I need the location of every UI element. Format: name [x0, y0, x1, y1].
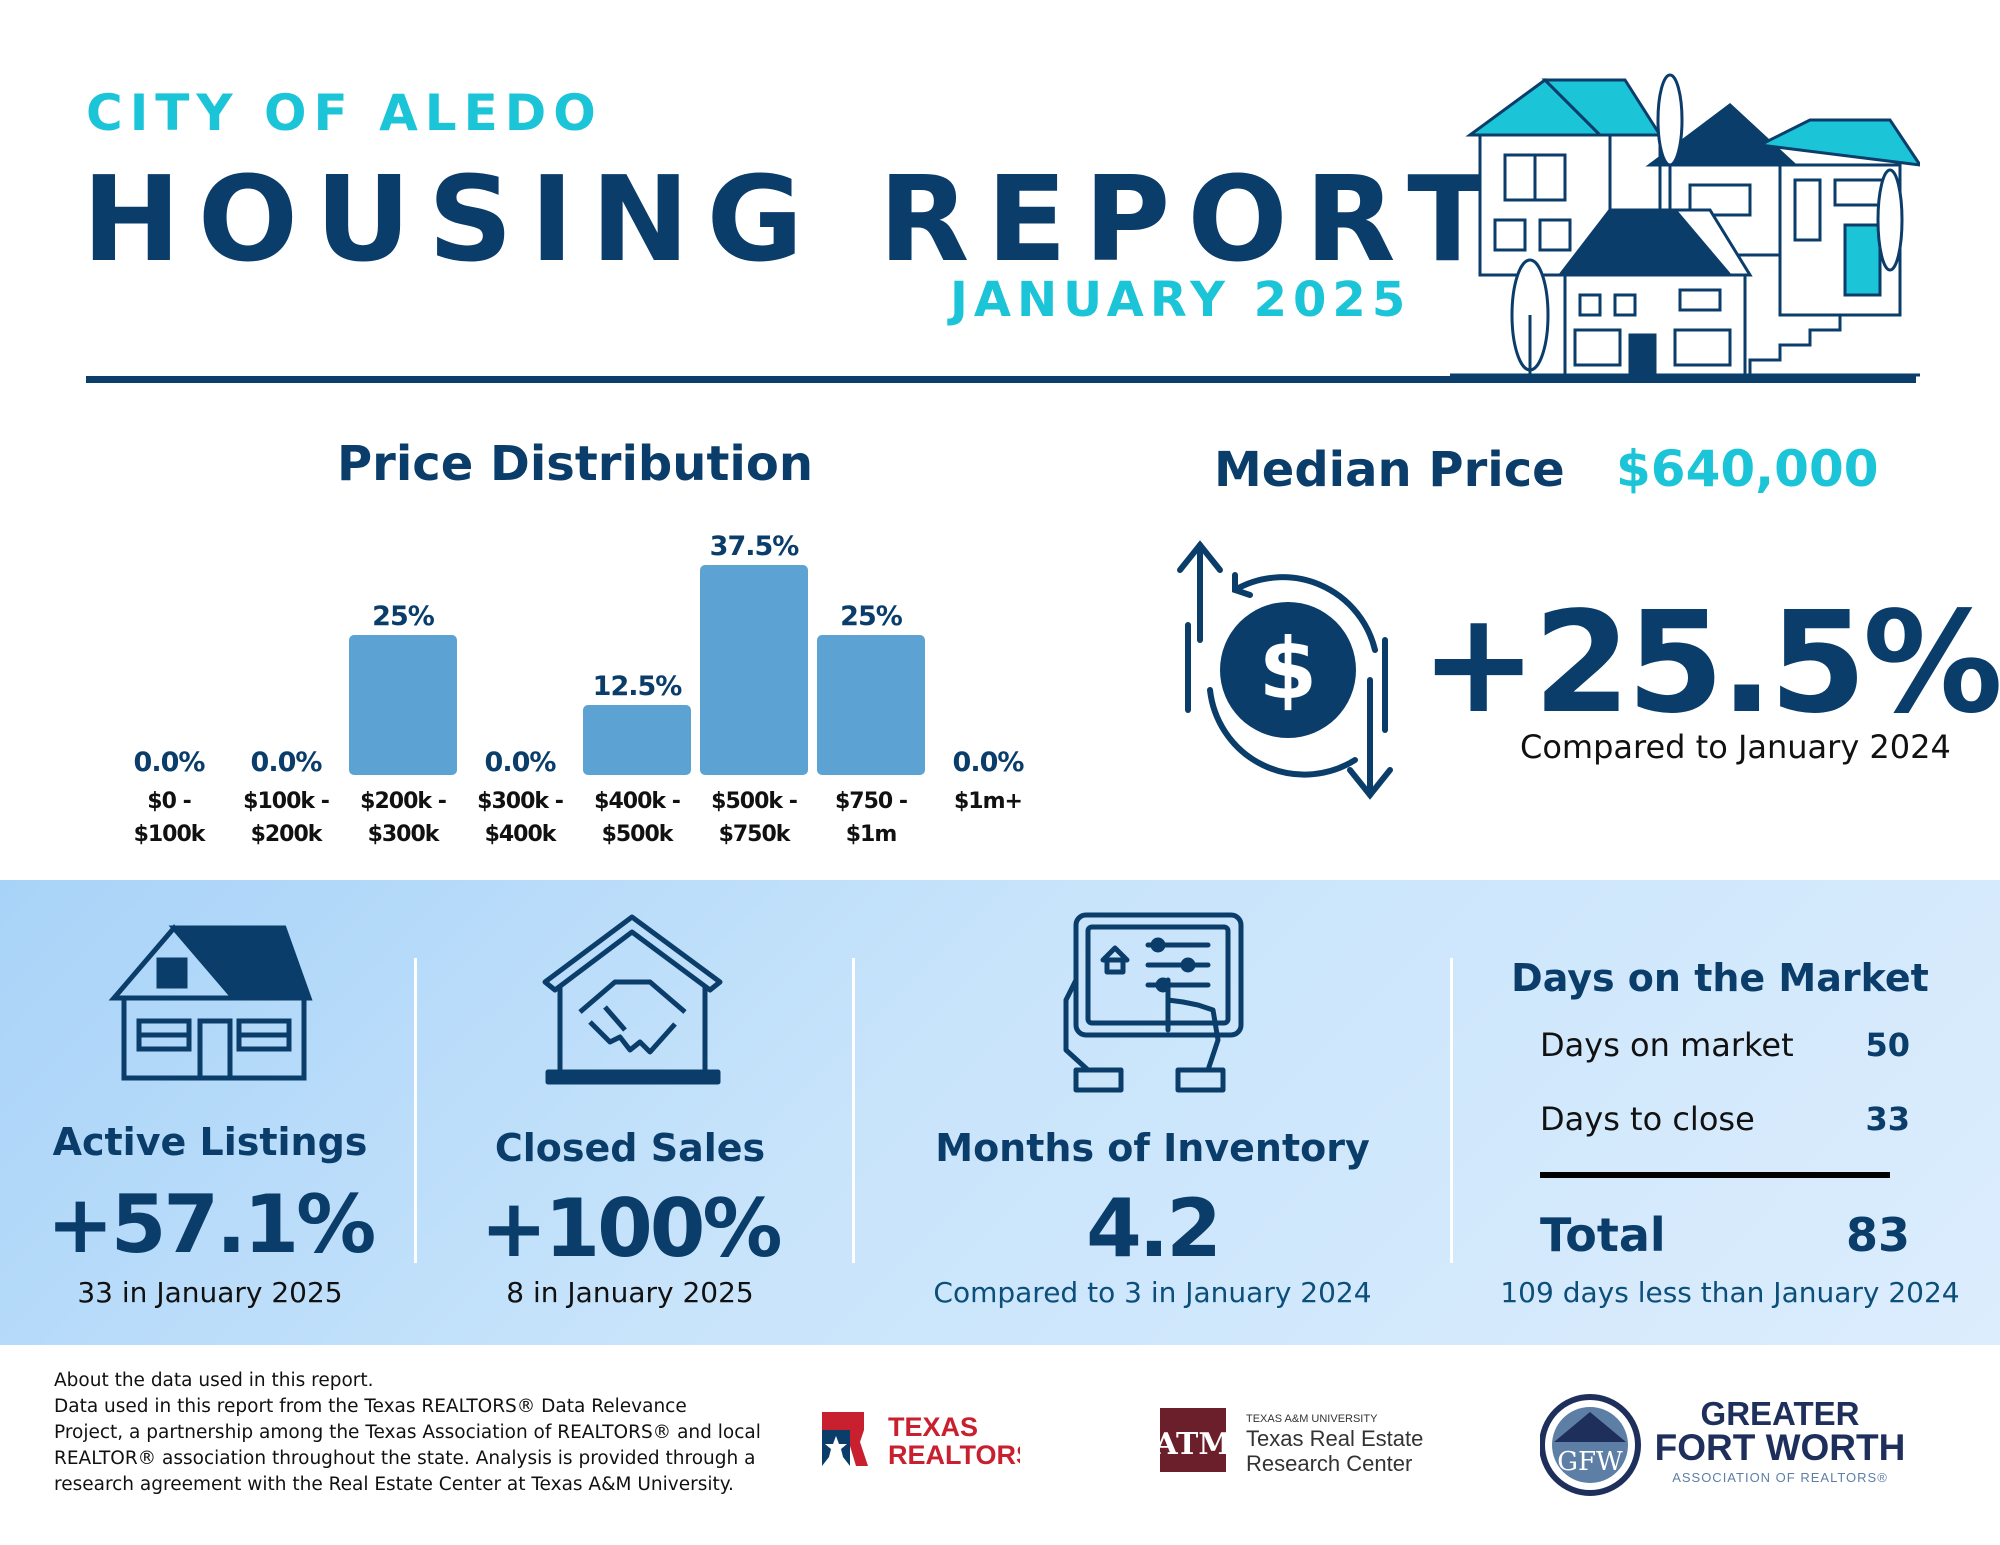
- price-category-label: $0 -: [147, 789, 190, 814]
- days-on-market-sub: 109 days less than January 2024: [1500, 1276, 1960, 1309]
- price-category-label: $1m: [846, 822, 897, 847]
- price-bar-value-label: 12.5%: [593, 671, 683, 702]
- days-to-close-row-value: 33: [1865, 1100, 1910, 1138]
- tablet-hands-icon: [1063, 912, 1244, 1093]
- price-bar-value-label: 37.5%: [710, 531, 800, 562]
- handshake-house-icon: [542, 914, 723, 1085]
- months-inventory-sub: Compared to 3 in January 2024: [933, 1276, 1372, 1309]
- price-bar-value-label: 0.0%: [953, 747, 1025, 778]
- texas-realtors-logo: TEXAS REALTORS: [822, 1412, 1020, 1470]
- days-on-market-row-value: 50: [1865, 1026, 1910, 1064]
- closed-sales-sub: 8 in January 2025: [506, 1276, 754, 1309]
- am-small-text: TEXAS A&M UNIVERSITY: [1246, 1413, 1378, 1425]
- active-listings-label: Active Listings: [52, 1120, 368, 1164]
- price-category-label: $200k -: [360, 789, 446, 814]
- months-inventory-value: 4.2: [1086, 1182, 1222, 1275]
- price-bar: [583, 705, 691, 775]
- price-category-label: $400k: [485, 822, 558, 847]
- price-category-label: $500k: [602, 822, 675, 847]
- price-category-label: $1m+: [954, 789, 1022, 814]
- gfw-line3: ASSOCIATION OF REALTORS®: [1672, 1470, 1888, 1485]
- about-line: About the data used in this report.: [54, 1370, 374, 1391]
- texas-am-real-estate-logo: ATM TEXAS A&M UNIVERSITY Texas Real Esta…: [1160, 1408, 1423, 1476]
- dollar-cycle-icon: $: [1177, 540, 1393, 800]
- price-category-label: $750 -: [835, 789, 907, 814]
- price-category-label: $300k -: [477, 789, 563, 814]
- closed-sales-label: Closed Sales: [494, 1126, 766, 1170]
- days-total-divider: [1540, 1172, 1890, 1178]
- houses-illustration-icon: [1450, 73, 1920, 377]
- city-title: CITY OF ALEDO: [86, 84, 603, 142]
- days-to-close-row-label: Days to close: [1540, 1100, 1755, 1138]
- days-on-market-row-label: Days on market: [1540, 1026, 1794, 1064]
- texas-realtors-line1: TEXAS: [888, 1412, 978, 1442]
- median-price-compare: Compared to January 2024: [1520, 728, 1951, 766]
- about-line: Data used in this report from the Texas …: [54, 1396, 687, 1417]
- svg-text:$: $: [1259, 620, 1317, 718]
- price-bar: [817, 635, 925, 775]
- price-category-label: $100k -: [243, 789, 329, 814]
- am-line1: Texas Real Estate: [1246, 1426, 1423, 1451]
- gfw-line1: GREATER: [1701, 1395, 1860, 1432]
- price-bar: [700, 565, 808, 775]
- price-bar-value-label: 0.0%: [251, 747, 323, 778]
- header-divider: [86, 376, 1916, 383]
- texas-realtors-line2: REALTORS: [888, 1440, 1020, 1470]
- price-bar-value-label: 25%: [372, 601, 435, 632]
- about-line: REALTOR® association throughout the stat…: [54, 1448, 756, 1469]
- price-category-label: $100k: [134, 822, 207, 847]
- report-title: HOUSING REPORT: [82, 150, 1505, 288]
- active-listings-value: +57.1%: [46, 1178, 377, 1271]
- report-month: JANUARY 2025: [950, 272, 1412, 328]
- price-bar: [349, 635, 457, 775]
- house-icon: [108, 924, 313, 1081]
- price-bar-value-label: 0.0%: [485, 747, 557, 778]
- svg-text:ATM: ATM: [1160, 1427, 1232, 1462]
- days-total-label: Total: [1540, 1208, 1666, 1262]
- median-price-label: Median Price: [1214, 442, 1565, 498]
- stats-band: [0, 880, 2000, 1345]
- median-price-value: $640,000: [1616, 440, 1879, 498]
- active-listings-sub: 33 in January 2025: [77, 1276, 343, 1309]
- gfw-line2: FORT WORTH: [1655, 1427, 1906, 1468]
- stats-divider: [1450, 958, 1453, 1263]
- price-distribution-chart: 0.0% $0 - $100k 0.0% $100k - $200k 25% $200k - $…: [134, 531, 1026, 847]
- price-bar-value-label: 0.0%: [134, 747, 206, 778]
- median-price-change: +25.5%: [1420, 582, 2000, 745]
- price-category-label: $200k: [251, 822, 324, 847]
- price-category-label: $400k -: [594, 789, 680, 814]
- about-line: research agreement with the Real Estate …: [54, 1474, 734, 1495]
- price-category-label: $750k: [719, 822, 792, 847]
- stats-divider: [852, 958, 855, 1263]
- am-line2: Research Center: [1246, 1451, 1412, 1476]
- greater-fort-worth-logo: GFW GREATER FORT WORTH ASSOCIATION OF RE…: [1540, 1394, 1906, 1496]
- days-total-value: 83: [1845, 1208, 1910, 1262]
- stats-divider: [414, 958, 417, 1263]
- about-line: Project, a partnership among the Texas A…: [54, 1422, 761, 1443]
- price-category-label: $300k: [368, 822, 441, 847]
- price-distribution-title: Price Distribution: [336, 436, 814, 492]
- days-on-market-title: Days on the Market: [1511, 956, 1929, 1000]
- gfw-monogram: GFW: [1557, 1447, 1623, 1477]
- price-category-label: $500k -: [711, 789, 797, 814]
- closed-sales-value: +100%: [480, 1182, 782, 1275]
- price-bar-value-label: 25%: [840, 601, 903, 632]
- about-data-text: About the data used in this report. Data…: [54, 1368, 774, 1498]
- months-inventory-label: Months of Inventory: [935, 1126, 1370, 1170]
